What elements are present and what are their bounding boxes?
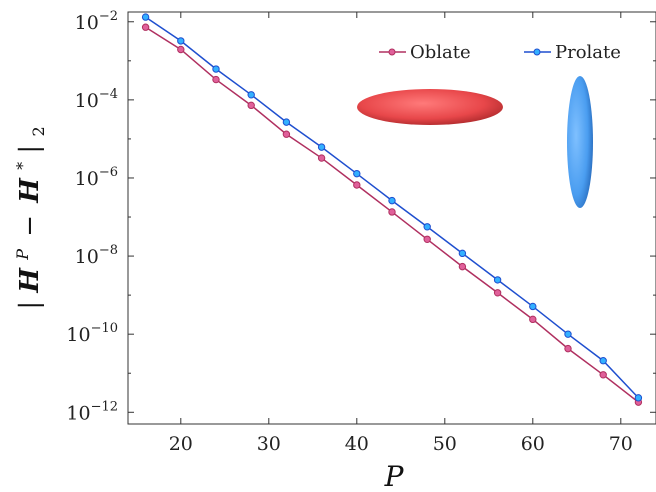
data-point-prolate (353, 169, 361, 178)
y-title-bar-open: | (15, 301, 45, 310)
x-tick-label: 50 (433, 433, 457, 455)
data-point-prolate (247, 91, 255, 99)
legend-label-oblate: Oblate (410, 42, 471, 63)
data-point-oblate (599, 371, 607, 379)
y-tick-label: 10−6 (75, 165, 118, 190)
y-tick-label: 10−2 (75, 9, 118, 34)
y-tick-label: 10−12 (66, 399, 118, 424)
x-tick-label: 20 (169, 433, 193, 455)
data-point-oblate (282, 130, 291, 138)
x-axis-title: P (384, 460, 405, 492)
x-tick-label: 40 (345, 433, 369, 455)
y-title-H2: H (15, 177, 45, 204)
data-point-prolate (634, 394, 643, 402)
y-tick-label: 10−8 (75, 243, 118, 268)
data-point-prolate (177, 37, 185, 45)
legend-marker-oblate (388, 48, 396, 56)
data-point-oblate (212, 75, 220, 84)
data-point-oblate (529, 315, 537, 324)
x-axis: 20 30 40 50 60 70 (169, 12, 633, 455)
data-point-prolate (423, 223, 431, 231)
data-point-prolate (388, 196, 396, 205)
data-point-oblate (493, 289, 502, 297)
data-point-prolate (212, 65, 220, 73)
y-title-sup-P: P (13, 249, 32, 261)
data-point-prolate (317, 143, 326, 151)
series-layer (141, 13, 643, 406)
data-point-prolate (282, 118, 291, 126)
y-tick-label: 10−4 (75, 87, 118, 112)
prolate-spheroid-inset (567, 76, 593, 208)
legend-label-prolate: Prolate (555, 42, 621, 63)
data-point-oblate (177, 45, 185, 54)
y-title-sub-2: 2 (29, 126, 48, 136)
data-point-oblate (458, 262, 467, 271)
data-point-prolate (564, 330, 572, 338)
data-point-prolate (493, 276, 502, 284)
data-point-oblate (388, 208, 396, 216)
x-tick-label: 30 (257, 433, 281, 455)
data-point-prolate (458, 249, 467, 258)
data-point-oblate (423, 235, 431, 243)
data-point-prolate (141, 13, 150, 21)
data-point-oblate (141, 23, 150, 31)
data-point-oblate (317, 154, 326, 162)
data-point-prolate (529, 302, 537, 311)
plot-frame (127, 11, 656, 425)
data-point-prolate (599, 357, 607, 365)
oblate-spheroid-inset (357, 89, 503, 125)
series-line-prolate (145, 16, 639, 399)
legend-marker-prolate (533, 48, 541, 56)
legend: Oblate Prolate (379, 42, 621, 63)
data-point-oblate (247, 101, 255, 110)
data-point-oblate (564, 344, 572, 353)
svg-text:| H P −: | H P − H * | 2 (5, 126, 48, 309)
y-axis-title: | H P − H * | 2 (5, 126, 48, 309)
y-title-sup-star: * (13, 162, 32, 170)
data-point-oblate (353, 181, 361, 189)
y-tick-label: 10−10 (66, 321, 118, 346)
x-tick-label: 70 (609, 433, 633, 455)
y-title-bar-close: | (15, 145, 45, 154)
x-tick-label: 60 (521, 433, 545, 455)
y-title-H1: H (15, 267, 45, 294)
y-axis: 10−2 10−4 10−6 10−8 10−10 10−12 (66, 9, 656, 424)
y-title-minus: − (15, 215, 45, 237)
